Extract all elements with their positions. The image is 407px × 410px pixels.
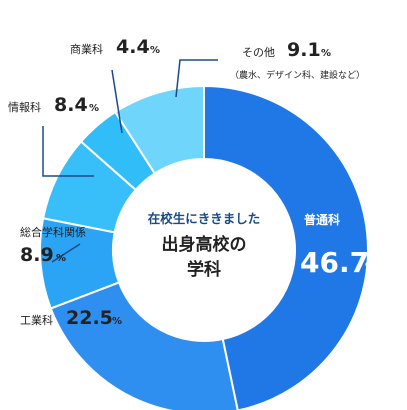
label-name-0: 普通科: [304, 212, 340, 227]
label-name-1: 工業科: [20, 313, 53, 327]
label-name-5: その他: [242, 46, 275, 59]
label-unit-3: %: [89, 103, 99, 114]
label-value-4: 4.4: [116, 36, 150, 58]
label-unit-1: %: [112, 316, 122, 327]
slice-5: [113, 84, 205, 175]
label-name-4: 商業科: [70, 42, 103, 56]
slice-0: [203, 84, 369, 410]
leader-line-5: [175, 59, 218, 98]
label-unit-2: %: [56, 253, 66, 264]
label-value-1: 22.5: [66, 307, 113, 329]
slice-1: [49, 281, 239, 410]
label-unit-4: %: [150, 45, 160, 56]
leader-line-4: [111, 69, 123, 134]
center-subtitle: 在校生にききました: [148, 211, 261, 226]
leader-line-2: [51, 243, 81, 263]
label-unit-0: %: [365, 261, 378, 276]
label-name-3: 情報科: [8, 100, 41, 114]
label-unit-5: %: [321, 48, 331, 59]
center-title-line1: 出身高校の: [162, 234, 247, 255]
label-value-5: 9.1: [287, 39, 321, 61]
label-value-3: 8.4: [54, 94, 88, 116]
center-title-line2: 学科: [187, 259, 221, 280]
label-value-0: 46.7: [300, 246, 369, 279]
leader-line-3: [42, 126, 94, 177]
label-name-2: 総合学科関係: [20, 225, 86, 239]
label-value-2: 8.9: [20, 244, 54, 266]
label-note-5: （農水、デザイン科、建設など）: [230, 69, 365, 81]
